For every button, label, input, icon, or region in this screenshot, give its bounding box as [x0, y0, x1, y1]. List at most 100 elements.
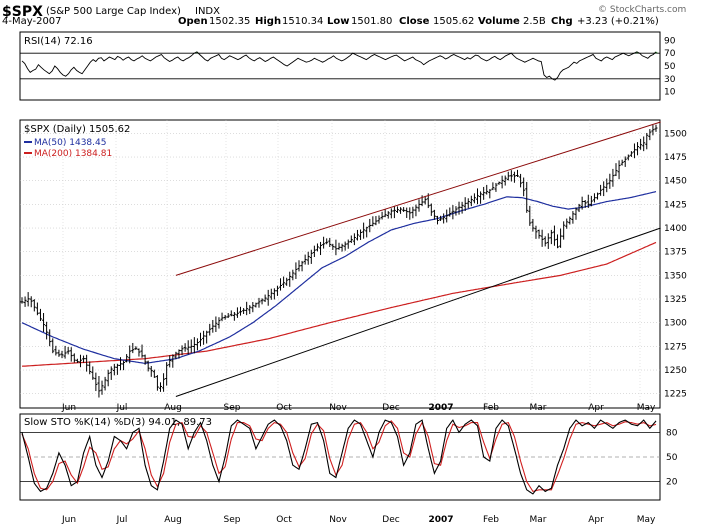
ma200-line [21, 241, 657, 367]
price-bar [503, 175, 507, 186]
price-bar [340, 243, 344, 252]
price-bar [208, 323, 212, 336]
price-bar [78, 354, 82, 368]
price-bar [435, 215, 439, 225]
price-bar [140, 344, 144, 358]
price-bar [528, 205, 532, 226]
price-bar [165, 362, 169, 386]
price-bar [349, 235, 353, 244]
price-x-tick: Nov [329, 403, 347, 413]
chg-value: +3.23 (+0.21%) [577, 16, 659, 27]
price-bar [128, 345, 132, 364]
price-bar [97, 375, 101, 398]
price-bar [331, 243, 335, 250]
price-y-tick: 1325 [664, 295, 687, 305]
price-x-tick: Mar [530, 403, 547, 413]
price-bar [494, 182, 498, 192]
ma50-line [21, 191, 657, 365]
stoch-x-tick: Oct [276, 515, 292, 525]
price-bar [516, 169, 520, 178]
price-bar [531, 218, 535, 232]
price-bar [568, 216, 572, 225]
price-bar [395, 206, 399, 214]
trendlines [175, 121, 661, 398]
price-bar [386, 211, 390, 219]
price-bar [399, 207, 403, 214]
price-x-tick: Jun [61, 403, 76, 413]
stoch-x-tick: 2007 [428, 515, 453, 525]
rsi-label: RSI(14) 72.16 [24, 36, 93, 47]
price-x-tick: Sep [224, 403, 241, 413]
price-y-tick: 1425 [664, 200, 687, 210]
price-bar [485, 184, 489, 195]
price-bar [189, 339, 193, 353]
price-bar [556, 234, 560, 249]
price-bar [546, 233, 550, 249]
price-bar [362, 222, 366, 239]
rsi-y-tick: 70 [664, 49, 676, 59]
price-bar [103, 376, 107, 391]
price-bar [328, 237, 332, 248]
rsi-line [21, 51, 657, 81]
price-bar [75, 358, 79, 363]
price-y-tick: 1500 [664, 129, 687, 139]
price-bar [131, 342, 135, 354]
price-bar [623, 156, 627, 167]
price-y-tick: 1225 [664, 390, 687, 400]
price-bar [214, 316, 218, 332]
price-bar [229, 310, 233, 317]
price-bar [463, 197, 467, 211]
price-bar [648, 129, 652, 141]
price-bar [118, 357, 122, 371]
price-x-tick: Aug [164, 403, 182, 413]
price-y-axis: 1225 1250 1275 1300 1325 1350 1375 1400 1425 1450… [664, 129, 687, 399]
price-bar [143, 354, 147, 365]
price-bar [88, 361, 92, 375]
price-bar [223, 314, 227, 320]
price-bar [525, 181, 529, 213]
price-bar [617, 160, 621, 180]
price-bar [408, 207, 412, 220]
close-label: Close [399, 16, 430, 27]
price-bar [294, 262, 298, 280]
price-y-tick: 1350 [664, 271, 687, 281]
price-bar [377, 215, 381, 224]
price-bar [445, 209, 449, 223]
stoch-y-axis: 20 50 80 [666, 428, 678, 487]
price-bar [423, 195, 427, 205]
price-bar [109, 366, 113, 380]
high-value: 1510.34 [282, 16, 323, 27]
price-bar [454, 206, 458, 216]
date: 4-May-2007 [2, 16, 62, 27]
high-label: High [255, 16, 281, 27]
price-bar [500, 175, 504, 189]
price-bar [254, 302, 258, 308]
price-bar [417, 199, 421, 212]
price-bar [479, 191, 483, 204]
price-bar [263, 294, 267, 302]
price-bar [519, 173, 523, 188]
price-bar [654, 124, 658, 132]
stoch-y-tick: 50 [666, 453, 678, 463]
low-label: Low [327, 16, 349, 27]
price-bar [411, 206, 415, 219]
price-bar [162, 373, 166, 392]
rsi-y-tick: 50 [664, 62, 676, 72]
price-bar [85, 354, 89, 372]
price-bar [275, 285, 279, 296]
price-bar [174, 351, 178, 360]
price-bar [202, 330, 206, 345]
price-bar [380, 211, 384, 220]
low-value: 1501.80 [351, 16, 392, 27]
price-bar [469, 195, 473, 207]
price-bar [359, 229, 363, 240]
price-bar [466, 198, 470, 209]
close-value: 1505.62 [433, 16, 474, 27]
price-y-tick: 1275 [664, 342, 687, 352]
price-bar [195, 338, 199, 351]
price-bar [45, 321, 49, 340]
price-bar [540, 229, 544, 247]
price-bar [245, 301, 249, 316]
stoch-label: Slow STO %K(14) %D(3) 94.01, 89.73 [24, 417, 212, 428]
